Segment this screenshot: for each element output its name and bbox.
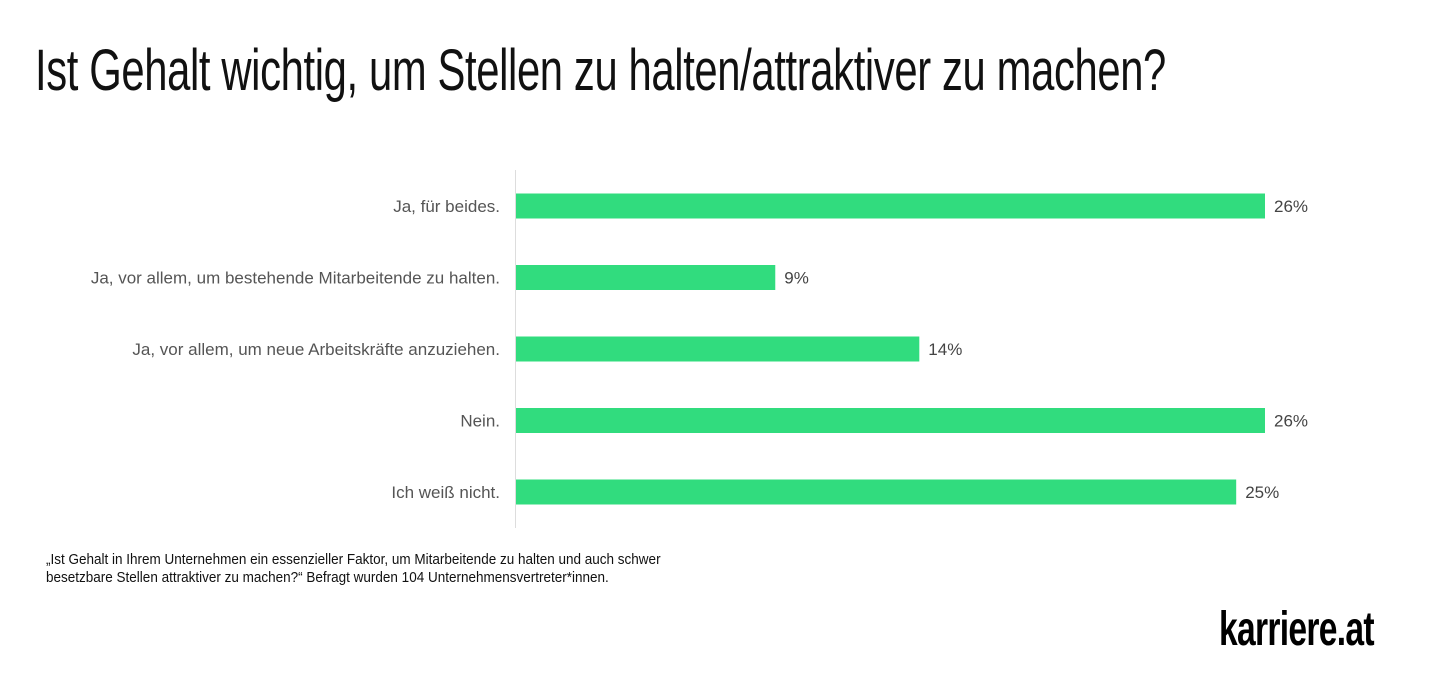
bar xyxy=(516,336,920,362)
value-label: 25% xyxy=(1245,483,1279,502)
footnote-line-1: „Ist Gehalt in Ihrem Unternehmen ein ess… xyxy=(46,551,661,568)
bar xyxy=(516,408,1265,433)
footnote: „Ist Gehalt in Ihrem Unternehmen ein ess… xyxy=(46,551,661,587)
bar xyxy=(516,193,1265,219)
value-label: 9% xyxy=(784,269,809,288)
value-label: 26% xyxy=(1274,197,1308,216)
category-label: Ja, vor allem, um neue Arbeitskräfte anz… xyxy=(132,340,500,359)
bar xyxy=(516,479,1237,505)
category-label: Ich weiß nicht. xyxy=(391,483,500,502)
category-label: Nein. xyxy=(460,412,500,431)
karriere-logo: karriere.at xyxy=(1219,603,1375,656)
chart-title: Ist Gehalt wichtig, um Stellen zu halten… xyxy=(35,38,1166,103)
footnote-line-2: besetzbare Stellen attraktiver zu machen… xyxy=(46,569,609,586)
value-label: 14% xyxy=(928,340,962,359)
category-label: Ja, vor allem, um bestehende Mitarbeiten… xyxy=(91,269,500,288)
category-label: Ja, für beides. xyxy=(393,197,500,216)
value-label: 26% xyxy=(1274,412,1308,431)
bar xyxy=(516,265,776,290)
